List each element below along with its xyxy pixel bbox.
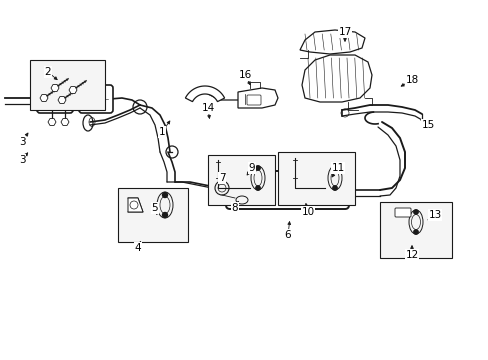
Text: 16: 16 (238, 70, 251, 80)
Text: 3: 3 (19, 155, 25, 165)
Text: 14: 14 (201, 103, 214, 113)
Circle shape (162, 212, 167, 217)
FancyBboxPatch shape (246, 95, 261, 105)
Text: 12: 12 (405, 250, 418, 260)
Polygon shape (128, 198, 142, 212)
FancyBboxPatch shape (37, 85, 73, 113)
Polygon shape (299, 30, 364, 54)
FancyBboxPatch shape (207, 155, 274, 205)
FancyBboxPatch shape (394, 208, 410, 217)
Circle shape (413, 230, 417, 234)
Text: 1: 1 (159, 127, 165, 137)
Circle shape (255, 166, 260, 170)
Text: 11: 11 (331, 163, 344, 173)
Text: 7: 7 (218, 173, 225, 183)
Text: 8: 8 (231, 203, 238, 213)
Text: 15: 15 (421, 120, 434, 130)
Circle shape (162, 193, 167, 198)
FancyBboxPatch shape (225, 171, 348, 209)
Text: 13: 13 (427, 210, 441, 220)
Circle shape (332, 186, 337, 190)
Circle shape (255, 186, 260, 190)
Text: 4: 4 (134, 243, 141, 253)
Circle shape (332, 166, 337, 170)
FancyBboxPatch shape (278, 152, 354, 205)
FancyBboxPatch shape (79, 85, 113, 113)
FancyBboxPatch shape (30, 60, 105, 110)
Text: 9: 9 (248, 163, 255, 173)
Polygon shape (302, 55, 371, 102)
Text: 5: 5 (151, 203, 158, 213)
Polygon shape (185, 86, 224, 102)
Text: 3: 3 (19, 137, 25, 147)
Polygon shape (48, 118, 56, 126)
FancyBboxPatch shape (379, 202, 451, 258)
Text: 17: 17 (338, 27, 351, 37)
Text: 10: 10 (301, 207, 314, 217)
Text: 18: 18 (405, 75, 418, 85)
FancyBboxPatch shape (118, 188, 187, 242)
Polygon shape (61, 118, 69, 126)
Polygon shape (238, 88, 278, 108)
Text: 6: 6 (284, 230, 291, 240)
Circle shape (413, 210, 417, 214)
Text: 2: 2 (44, 67, 51, 77)
